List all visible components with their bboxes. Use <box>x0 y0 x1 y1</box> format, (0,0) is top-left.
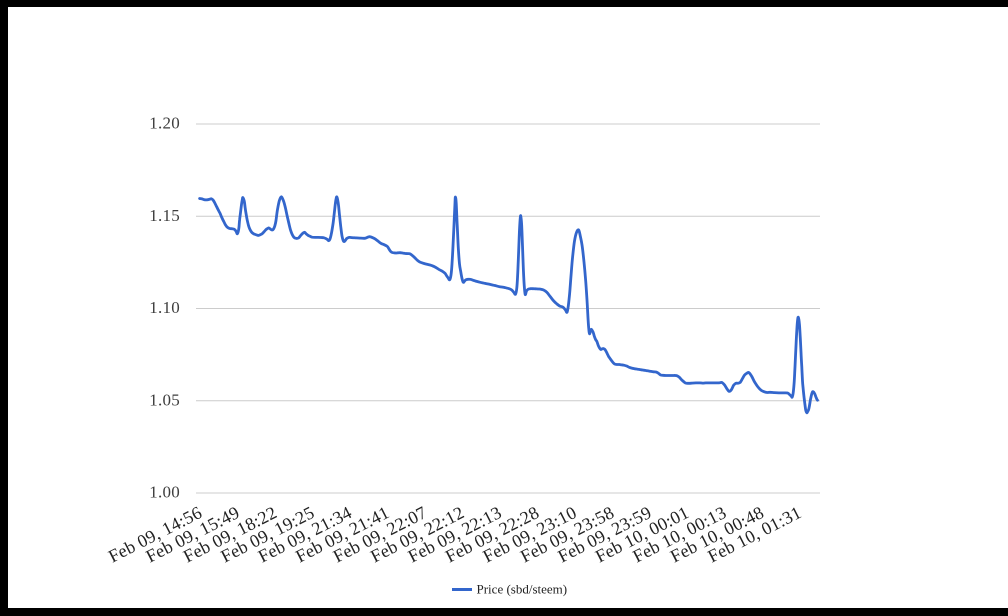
svg-text:1.10: 1.10 <box>149 298 180 317</box>
svg-text:1.00: 1.00 <box>149 483 180 502</box>
svg-text:1.05: 1.05 <box>149 391 180 410</box>
svg-text:Price (sbd/steem): Price (sbd/steem) <box>477 582 568 597</box>
svg-text:1.20: 1.20 <box>149 114 180 133</box>
svg-text:1.15: 1.15 <box>149 206 180 225</box>
